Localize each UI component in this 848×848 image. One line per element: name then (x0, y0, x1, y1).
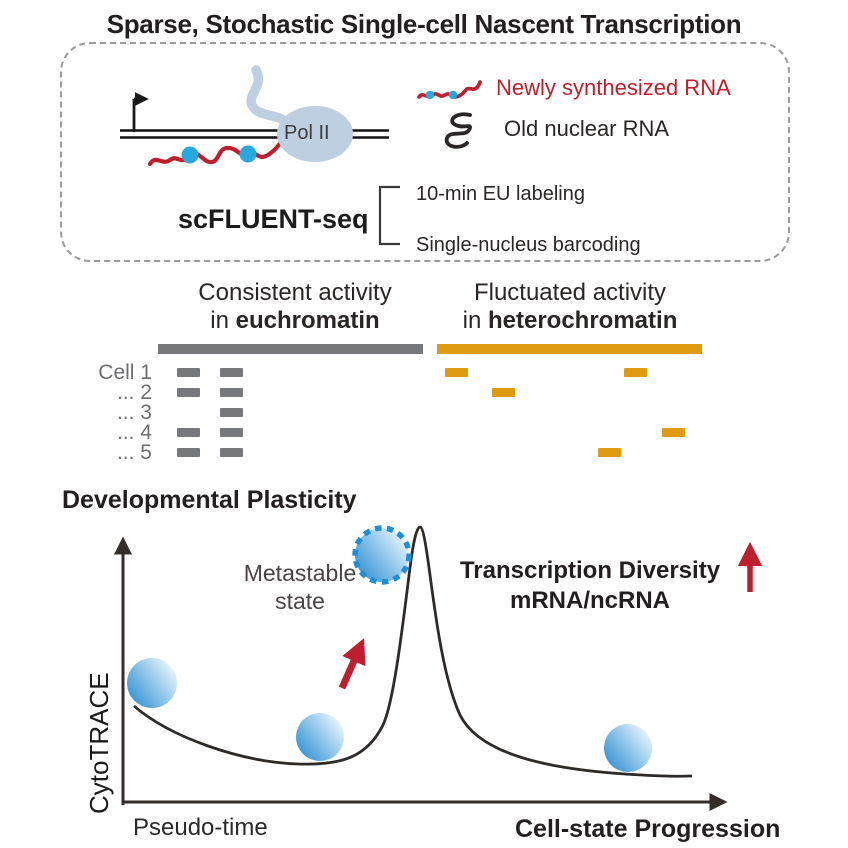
transcription-read-dash (220, 367, 243, 377)
eu-label-dot-icon (239, 145, 257, 163)
x-axis-label-cell-state: Cell-state Progression (515, 815, 781, 843)
old-nuclear-rna-label: Old nuclear RNA (504, 116, 670, 141)
transcription-read-dash (220, 427, 243, 437)
euchromatin-header-prefix: in (210, 307, 236, 334)
polii-exit-rna-squiggle (246, 65, 295, 129)
method-bracket (378, 185, 400, 246)
plasticity-panel-title: Developmental Plasticity (62, 486, 357, 514)
euchromatin-header: Consistent activity in euchromatin (130, 279, 460, 335)
old-rna-legend-icon (444, 112, 473, 149)
transcription-read-dash (177, 367, 201, 377)
cell-label: ... 2 (116, 381, 152, 405)
metastable-state-label: Metastable state (243, 560, 357, 614)
cell-sphere-late (604, 724, 652, 772)
pol-ii-label: Pol II (284, 122, 330, 144)
transcription-read-dash (661, 427, 685, 437)
pol-ii-polymerase-shape (277, 106, 353, 162)
transcription-diversity-label: Transcription Diversity mRNA/ncRNA (459, 557, 721, 614)
euchromatin-header-line1: Consistent activity (198, 279, 392, 306)
heterochromatin-gene-bar (437, 344, 702, 354)
metastable-transition-arrow-icon (338, 638, 366, 690)
cytotrace-curve (133, 525, 693, 778)
transcription-start-arrow-icon (132, 92, 149, 132)
cell-label: ... 4 (116, 421, 152, 445)
x-axis-label-pseudo-time: Pseudo-time (133, 814, 268, 841)
figure-title: Sparse, Stochastic Single-cell Nascent T… (106, 9, 742, 39)
heterochromatin-header-line1: Fluctuated activity (473, 279, 667, 306)
cell-label: Cell 1 (98, 361, 152, 384)
cell-label: ... 3 (116, 401, 152, 425)
y-axis-label: CytoTRACE (84, 672, 114, 814)
transcription-read-dash (220, 407, 243, 417)
newly-synthesized-rna-label: Newly synthesized RNA (496, 75, 731, 100)
transcription-read-dash (492, 387, 516, 397)
plasticity-chart (114, 525, 763, 811)
transcription-read-dash (598, 447, 622, 457)
euchromatin-header-keyword: euchromatin (235, 307, 380, 334)
gene-transcription-illustration (120, 65, 400, 246)
heterochromatin-header-prefix: in (462, 307, 488, 334)
cell-sphere-early (127, 658, 177, 708)
transcription-read-dash (177, 387, 201, 397)
cell-sphere-mid (296, 713, 344, 761)
transcription-read-dash (220, 447, 243, 457)
transcription-read-dash (177, 427, 201, 437)
method-step-barcoding: Single-nucleus barcoding (416, 234, 641, 256)
euchromatin-gene-bar (158, 344, 423, 354)
heterochromatin-header: Fluctuated activity in heterochromatin (405, 279, 735, 335)
method-dashed-box: Newly synthesized RNA Old nuclear RNA Po… (60, 42, 790, 262)
transcription-read-dash (444, 367, 468, 377)
transcription-read-dash (220, 387, 243, 397)
metastable-state-sphere (352, 525, 412, 585)
nascent-rna-strand-icon (147, 136, 286, 167)
transcription-read-dash (624, 367, 648, 377)
method-step-eu-labeling: 10-min EU labeling (416, 183, 585, 205)
method-name-label: scFLUENT-seq (178, 204, 369, 234)
nascent-rna-legend-icon (417, 80, 482, 100)
transcription-read-dash (177, 447, 201, 457)
eu-label-dot-icon (181, 146, 199, 164)
heterochromatin-header-keyword: heterochromatin (487, 307, 678, 334)
cell-label: ... 5 (116, 441, 152, 465)
